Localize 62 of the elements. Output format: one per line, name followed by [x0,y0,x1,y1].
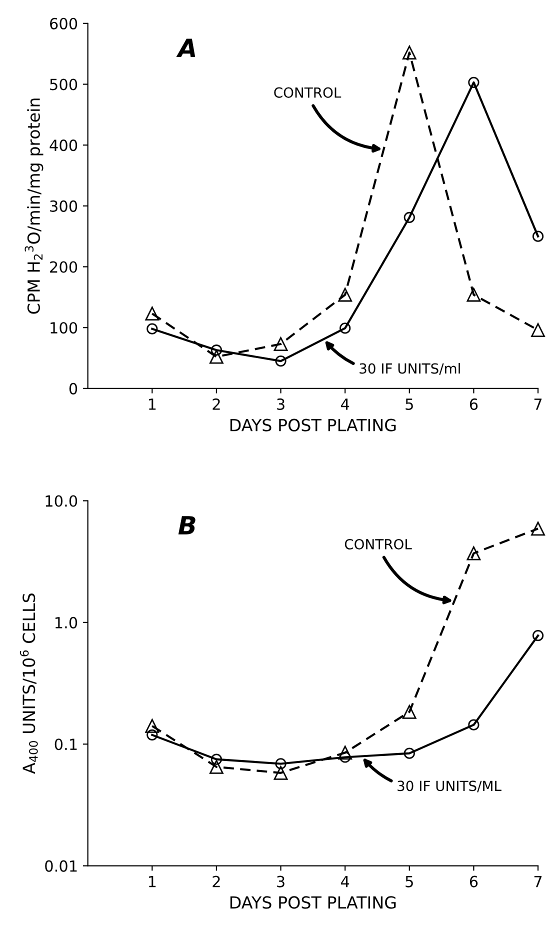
y-tick-label: 10.0 [46,495,78,507]
y-tick-label: 500 [50,78,78,90]
x-tick-label: 6 [470,398,478,410]
x-tick-label: 7 [534,398,542,410]
x-tick-label: 5 [406,876,413,888]
y-tick-label: 0.01 [45,860,77,872]
x-tick-label: 1 [148,398,156,410]
point [146,323,158,334]
point [145,719,160,733]
point [468,719,480,730]
point [210,344,222,356]
x-tick-label: 3 [277,876,284,888]
x-tick-label: 4 [340,876,350,888]
point [531,323,545,337]
annotation: CONTROL [274,87,342,98]
x-axis-title: DAYS POST PLATING [230,418,396,432]
point [275,758,286,770]
point [210,760,224,774]
y-tick-label: 400 [50,140,78,152]
annotation: 30 IF UNITS/ml [360,362,460,375]
y-tick-label: 300 [50,200,78,212]
x-tick-label: 6 [470,876,478,888]
point [402,704,416,719]
point [210,754,222,765]
y-tick-label: 1.0 [56,616,78,628]
y-tick-label: 0.1 [54,738,77,750]
point [532,630,544,642]
x-tick-label: 2 [212,398,220,410]
point [338,746,352,760]
point [274,337,288,351]
point [146,729,158,740]
point [466,288,481,302]
y-tick-label: 600 [50,18,78,30]
y-axis-title: A$_{400}$ UNITS/10$^{6}$ CELLS [20,594,38,774]
annotation: CONTROL [344,538,412,550]
chart-title: B [178,516,196,534]
point [275,356,286,367]
point [532,230,544,242]
y-tick-label: 0 [69,382,78,394]
x-tick-label: 3 [277,398,284,410]
y-axis-title: CPM H$_{2}$$^{3}$O/min/mg protein [24,98,44,314]
point [210,350,224,364]
x-tick-label: 2 [212,876,220,888]
point [274,766,288,780]
x-tick-label: 5 [406,398,413,410]
x-tick-label: 4 [340,398,350,410]
x-tick-label: 1 [148,876,156,888]
point [404,748,415,759]
y-tick-label: 100 [50,322,78,334]
chart-title: A [176,38,196,57]
point [340,322,351,334]
point [145,306,160,321]
annotation: 30 IF UNITS/ML [398,780,502,792]
point [404,212,415,224]
point [531,522,545,536]
point [338,288,352,302]
y-tick-label: 200 [50,261,78,273]
point [466,546,481,560]
point [468,76,480,88]
x-tick-label: 7 [534,876,542,888]
point [402,46,416,60]
x-axis-title: DAYS POST PLATING [230,896,396,909]
